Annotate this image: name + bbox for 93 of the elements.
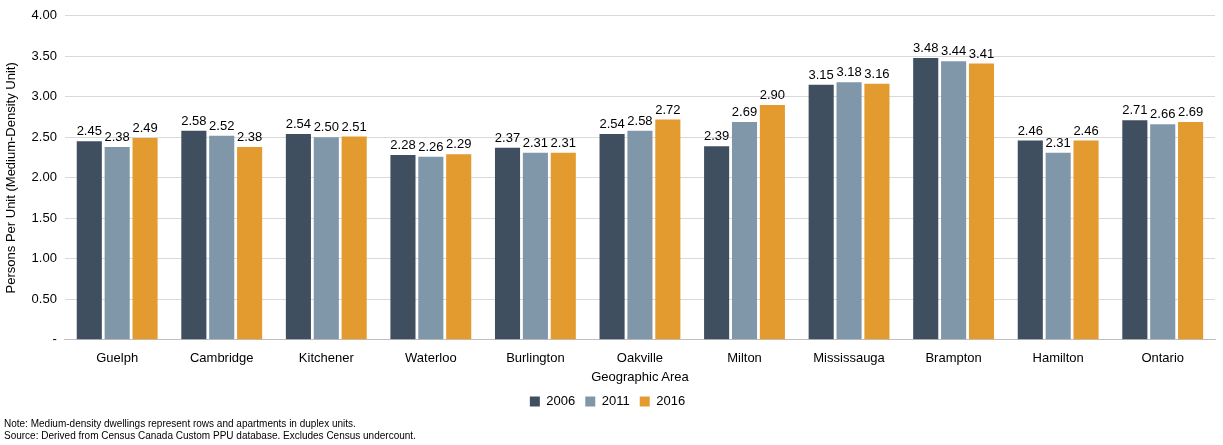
bar [836,82,862,340]
text: Note: Medium-density dwellings represent rows and apartments in duplex units. [4,418,357,430]
data-label: 3.18 [836,64,862,80]
x-tick-label: Cambridge [189,350,254,366]
bar [341,136,367,340]
bar [731,121,758,340]
data-label: 2.26 [418,138,444,154]
bar [808,84,834,340]
bar [313,137,339,340]
bar [104,147,130,340]
bar [285,134,311,340]
data-label: 2.72 [655,101,681,117]
data-label: 2.58 [627,112,653,128]
bar [418,156,444,340]
data-label: 3.44 [940,43,967,59]
data-label: 2.29 [446,136,472,152]
bar [1178,121,1204,340]
bar [864,83,890,340]
bar [704,146,730,340]
data-label: 2.54 [599,116,625,132]
data-label: 2.38 [236,129,263,145]
bar [237,147,263,340]
y-axis-title: Persons Per Unit (Medium-Density Unit) [3,62,19,294]
y-tick-label: 4.00 [31,7,57,23]
bar [1045,152,1071,340]
data-label: 2.51 [341,118,367,134]
bar [599,134,625,340]
bar [627,130,653,340]
x-tick-label: Burlington [506,350,565,366]
source-note: Source: Derived from Census Canada Custom PPU database. Excludes Census undercount. [4,430,417,442]
x-tick-label: Oakville [616,350,664,366]
y-tick-label: 1.50 [31,209,57,225]
y-tick-label: 3.50 [31,47,57,63]
bar [968,63,995,340]
bar [76,141,102,340]
data-label: 3.15 [808,66,834,82]
data-label: 2.90 [759,86,786,102]
data-label: 2.31 [550,134,576,150]
data-label: 2.69 [731,103,758,119]
bar [913,57,939,340]
bar [941,61,967,340]
y-tick-label: 0.50 [31,290,57,306]
data-label: 2.49 [132,120,158,136]
data-label: 2.45 [76,123,102,139]
data-label: 3.16 [864,65,890,81]
data-label: 2.50 [313,119,339,135]
x-tick-label: Brampton [925,350,982,366]
data-label: 2.31 [1045,134,1071,150]
y-tick-label: 1.00 [31,250,57,266]
data-label: 2.66 [1150,106,1176,122]
x-axis-title: Geographic Area [591,368,690,384]
x-tick-label: Milton [727,350,762,366]
bar [1150,124,1176,340]
data-label: 2.69 [1177,103,1204,119]
y-tick-label: 2.50 [31,128,57,144]
x-tick-label: Waterloo [405,350,457,366]
y-tick-label: - [52,331,57,347]
y-tick-label: 3.00 [31,88,57,104]
data-label: 3.48 [913,40,939,55]
bar [759,104,785,340]
x-tick-label: Mississauga [813,350,886,366]
data-label: 2.46 [1073,122,1099,138]
bar [1073,140,1099,340]
data-label: 3.41 [968,45,995,61]
data-label: 2.52 [209,117,235,133]
x-tick-label: Hamilton [1032,350,1084,366]
bar [181,130,207,340]
bar [655,119,681,340]
data-label: 2.71 [1122,102,1148,118]
bar [1122,120,1148,340]
data-label: 2.38 [104,129,130,145]
bar [390,155,416,340]
data-label: 2.46 [1017,122,1043,138]
legend-label: 2011 [601,393,630,409]
x-tick-label: Guelph [96,350,139,366]
bar [522,152,548,340]
x-tick-label: Kitchener [298,350,355,366]
legend-label: 2006 [546,393,576,409]
bar [132,138,158,340]
legend-label: 2016 [656,393,686,409]
data-label: 2.54 [285,116,312,132]
bar [1017,140,1043,340]
data-label: 2.58 [181,112,207,128]
bar [494,147,521,340]
y-tick-label: 2.00 [31,169,57,185]
data-label: 2.39 [703,128,730,144]
bar [550,152,576,340]
data-label: 2.28 [390,137,416,153]
bar [446,154,472,340]
bar [209,135,235,340]
data-label: 2.37 [494,129,521,145]
data-label: 2.31 [522,134,549,150]
x-tick-label: Ontario [1141,350,1185,366]
